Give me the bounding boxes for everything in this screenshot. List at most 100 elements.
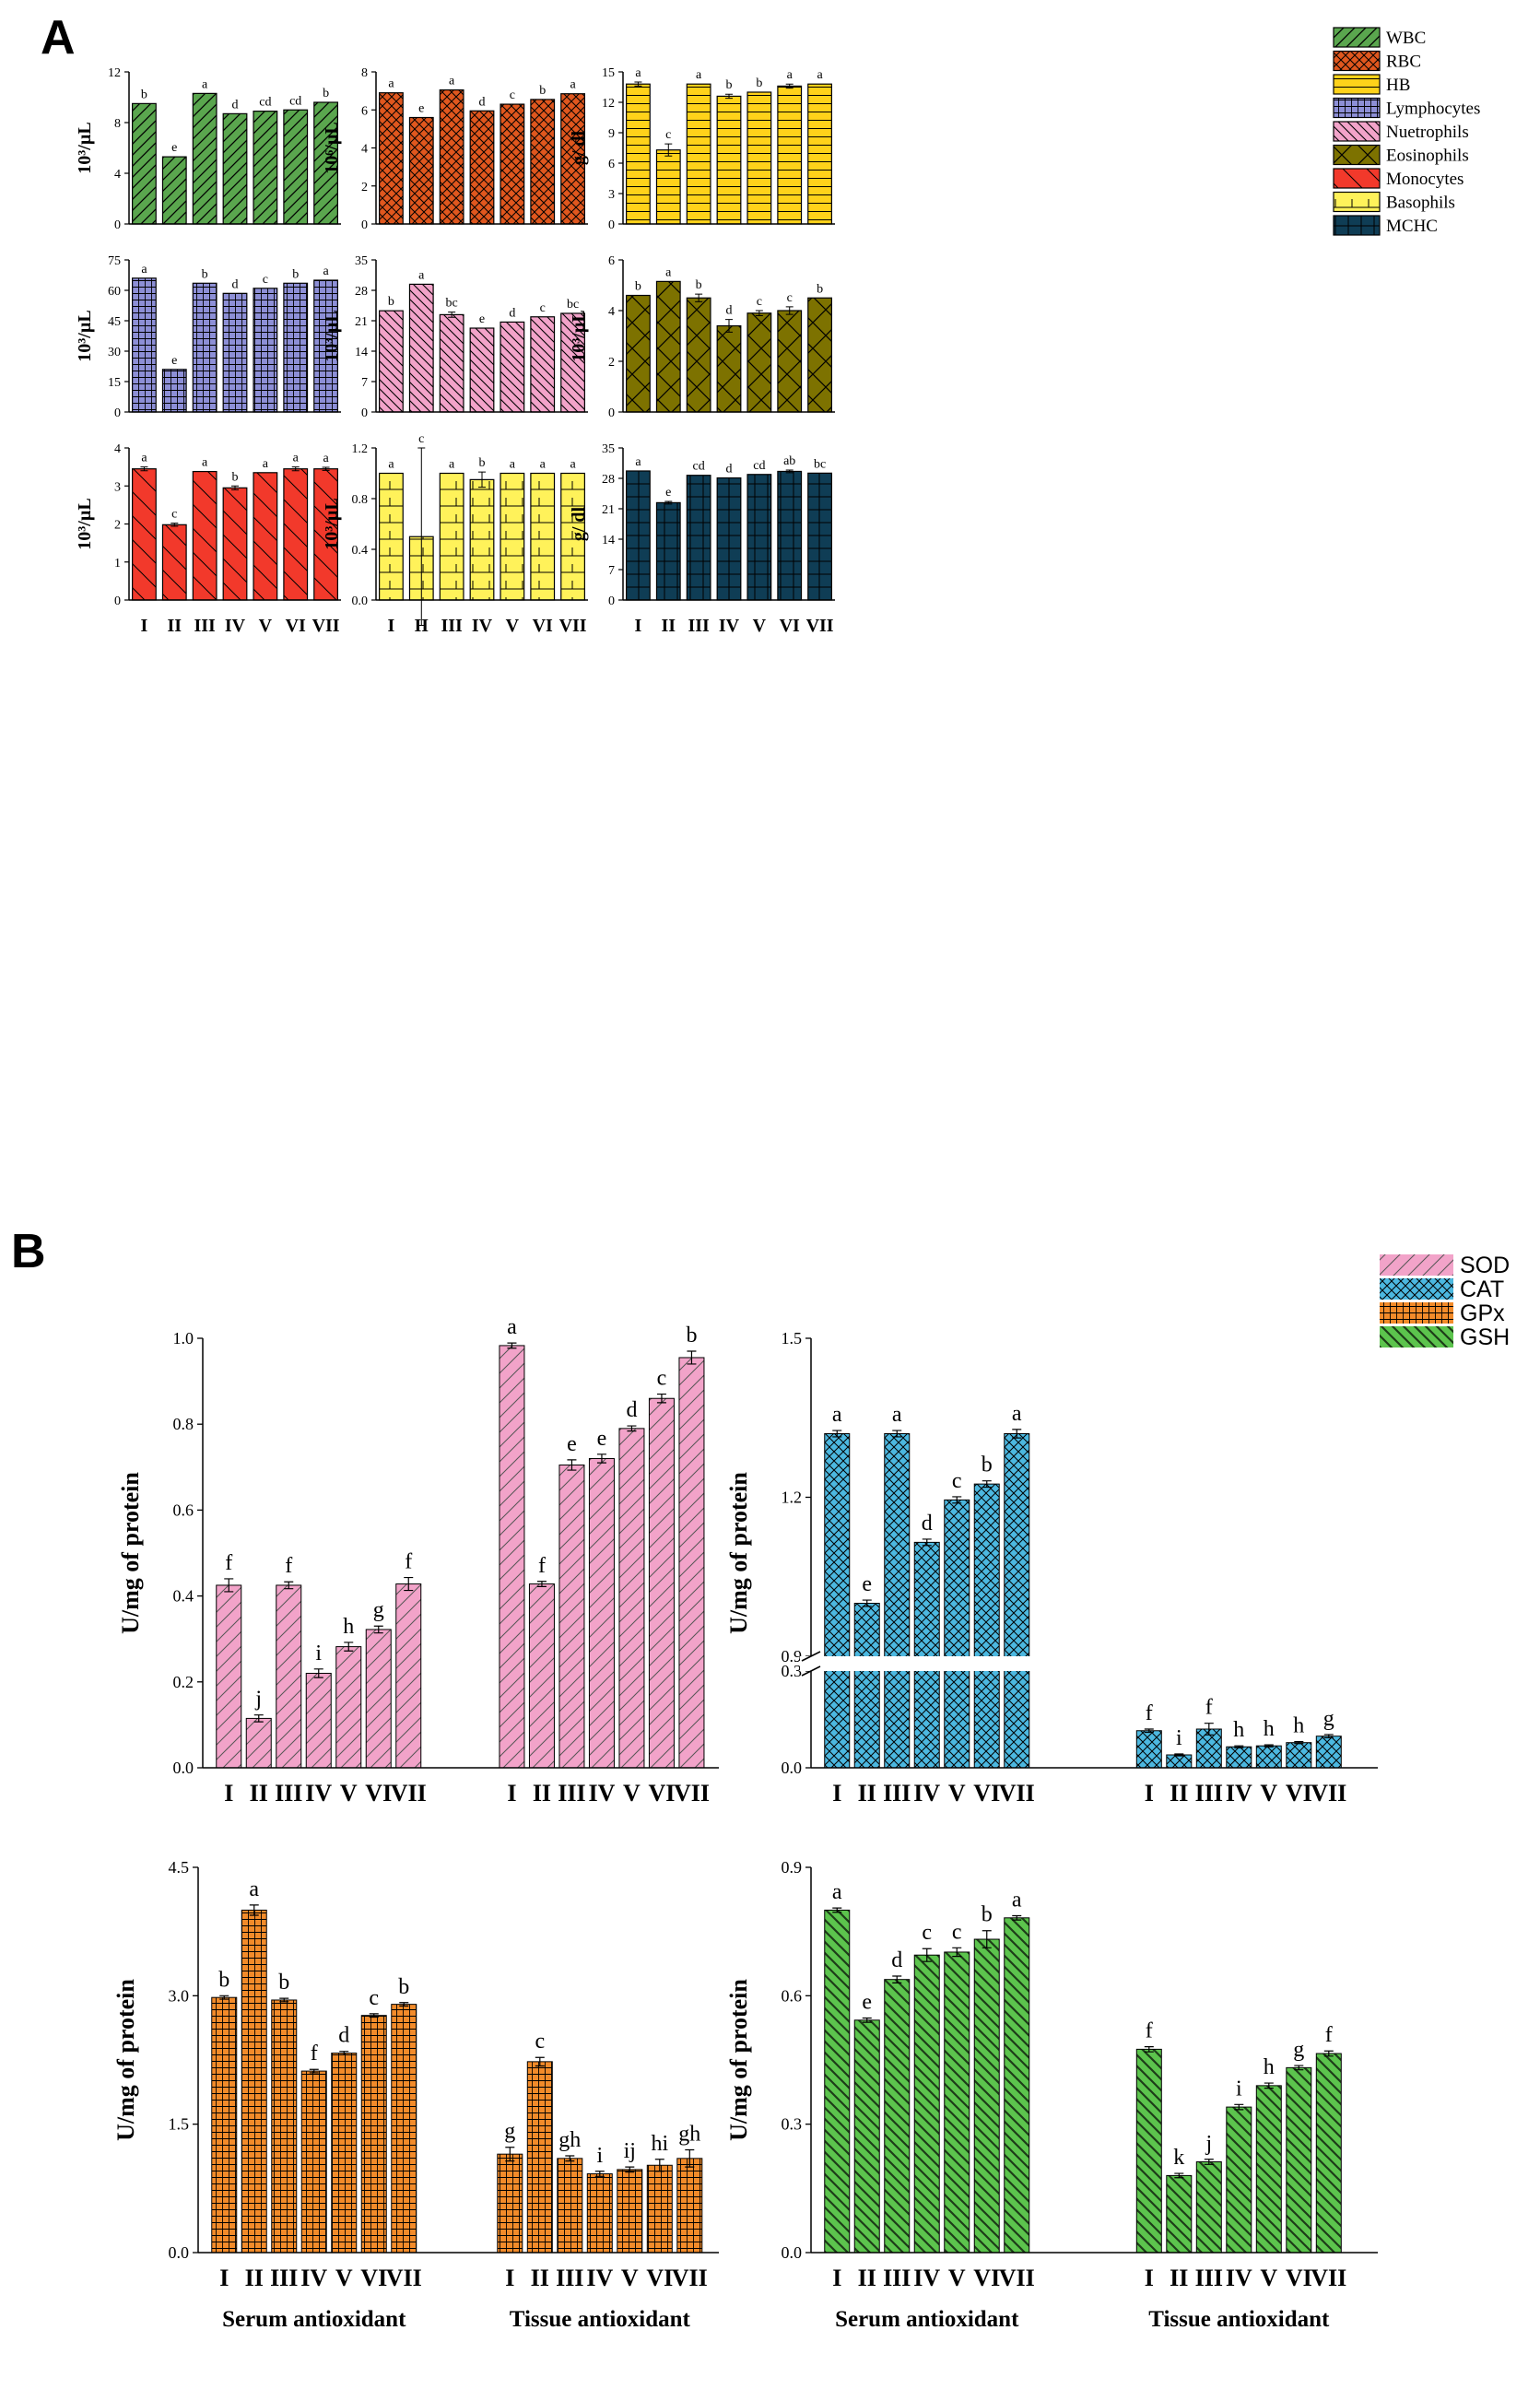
error-bar bbox=[1264, 2082, 1274, 2089]
x-category-label: I bbox=[832, 1780, 841, 1806]
significance-letter: b bbox=[202, 267, 208, 281]
bar-cat-g2-V bbox=[1255, 1745, 1282, 1769]
bar-gpx-g2-VII bbox=[676, 2158, 703, 2254]
x-category-label: I bbox=[507, 1780, 516, 1806]
legend-swatch-eosinophils bbox=[1333, 144, 1381, 166]
significance-letter: d bbox=[509, 306, 515, 320]
bar-neu-V bbox=[500, 321, 525, 413]
significance-letter: a bbox=[832, 1880, 842, 1904]
significance-letter: b bbox=[982, 1453, 993, 1477]
bar-baso-I bbox=[379, 472, 404, 601]
error-bar bbox=[785, 469, 794, 474]
significance-letter: e bbox=[171, 141, 177, 155]
y-tick-label: 28 bbox=[355, 285, 368, 299]
x-category-label: IV bbox=[225, 616, 246, 636]
x-category-label: II bbox=[858, 1780, 876, 1806]
significance-letter: c bbox=[418, 432, 424, 446]
error-bar bbox=[1174, 1753, 1184, 1757]
significance-letter: a bbox=[696, 68, 702, 82]
bar-gpx-g1-VI bbox=[360, 2015, 387, 2254]
bar-neu-VII bbox=[560, 312, 585, 413]
y-tick-label: 0 bbox=[608, 406, 615, 420]
bar-hb-II bbox=[655, 149, 681, 225]
significance-letter: h bbox=[1293, 1714, 1304, 1738]
bar-mchc-III bbox=[686, 475, 711, 601]
legend-label-rbc: RBC bbox=[1386, 53, 1421, 72]
y-tick-label: 2 bbox=[114, 519, 121, 533]
significance-letter: f bbox=[1325, 2023, 1333, 2047]
group-label: Serum antioxidant bbox=[222, 2307, 406, 2332]
y-tick-label: 45 bbox=[108, 315, 121, 329]
error-bar bbox=[1234, 2103, 1244, 2111]
bar-gpx-g2-IV bbox=[586, 2173, 613, 2254]
significance-letter: bc bbox=[446, 297, 458, 311]
y-tick-label: 75 bbox=[108, 254, 121, 268]
significance-letter: bc bbox=[814, 457, 826, 471]
error-bar bbox=[952, 1947, 962, 1958]
x-category-label: V bbox=[340, 1780, 358, 1806]
significance-letter: a bbox=[540, 458, 547, 472]
significance-letter: c bbox=[952, 1920, 962, 1944]
error-bar bbox=[725, 93, 733, 100]
x-category-label: VII bbox=[1311, 1780, 1346, 1806]
y-tick-label: 21 bbox=[355, 315, 368, 329]
significance-letter: a bbox=[635, 66, 641, 80]
error-bar bbox=[982, 1480, 992, 1489]
error-bar bbox=[279, 1997, 289, 2003]
x-category-label: V bbox=[1260, 2265, 1277, 2291]
bar-mchc-V bbox=[746, 474, 772, 601]
significance-letter: a bbox=[449, 75, 455, 88]
legend-label-lymphocytes: Lymphocytes bbox=[1386, 100, 1480, 119]
bar-wbc-VII bbox=[313, 101, 338, 225]
significance-letter: e bbox=[479, 312, 485, 326]
y-tick-label: 7 bbox=[608, 564, 615, 578]
bar-cat-g2-I bbox=[1135, 1730, 1162, 1769]
bar-mchc-VI bbox=[777, 470, 803, 601]
y-tick-label: 6 bbox=[608, 158, 615, 171]
error-bar bbox=[291, 466, 300, 472]
error-bar bbox=[507, 1342, 517, 1349]
error-bar bbox=[922, 1538, 932, 1547]
y-tick-label: 12 bbox=[108, 66, 121, 80]
error-bar bbox=[448, 312, 456, 318]
error-bar bbox=[404, 1576, 414, 1592]
bar-sod-g1-II bbox=[245, 1717, 272, 1769]
y-tick-label: 21 bbox=[602, 503, 615, 517]
y-tick-label: 2 bbox=[608, 356, 615, 370]
bar-lym-I bbox=[132, 277, 157, 413]
chart-eos: 0 2 4 6 b a b d c c b 10³/µL bbox=[569, 254, 835, 420]
x-category-label: V bbox=[623, 1780, 641, 1806]
error-bar bbox=[685, 2148, 695, 2168]
significance-letter: cd bbox=[289, 94, 301, 108]
error-bar bbox=[231, 485, 239, 490]
bar-gsh-g1-V bbox=[944, 1951, 970, 2254]
significance-letter: b bbox=[141, 88, 147, 101]
bar-eos-VII bbox=[807, 297, 832, 413]
significance-letter: d bbox=[726, 463, 733, 477]
significance-letter: i bbox=[1176, 1726, 1182, 1750]
chart-mono: 0 1 2 3 4 a Ic II a III b IV a Va VI a VII 10³/µL bbox=[75, 442, 341, 636]
y-tick-label: 0 bbox=[114, 406, 121, 420]
x-category-label: VII bbox=[391, 1780, 427, 1806]
x-category-label: VII bbox=[1311, 2265, 1346, 2291]
bar-sod-g2-IV bbox=[588, 1457, 615, 1769]
x-category-label: VII bbox=[672, 2265, 708, 2291]
x-category-label: III bbox=[883, 1780, 911, 1806]
x-category-label: VII bbox=[386, 2265, 422, 2291]
bar-gsh-g1-VII bbox=[1004, 1917, 1030, 2254]
significance-letter: a bbox=[388, 77, 394, 91]
significance-letter: c bbox=[540, 301, 546, 315]
bar-gpx-g1-II bbox=[241, 1909, 267, 2254]
significance-letter: c bbox=[922, 1921, 932, 1945]
bar-neu-VI bbox=[530, 316, 556, 413]
x-category-label: V bbox=[506, 616, 520, 636]
significance-letter: d bbox=[232, 277, 239, 291]
bar-eos-III bbox=[686, 297, 711, 413]
x-category-label: VII bbox=[999, 2265, 1035, 2291]
y-tick-label: 35 bbox=[355, 254, 368, 268]
y-tick-label: 0.3 bbox=[782, 1662, 803, 1680]
significance-letter: a bbox=[323, 265, 329, 278]
y-tick-label: 0.4 bbox=[173, 1587, 194, 1606]
bar-mono-II bbox=[161, 524, 187, 601]
